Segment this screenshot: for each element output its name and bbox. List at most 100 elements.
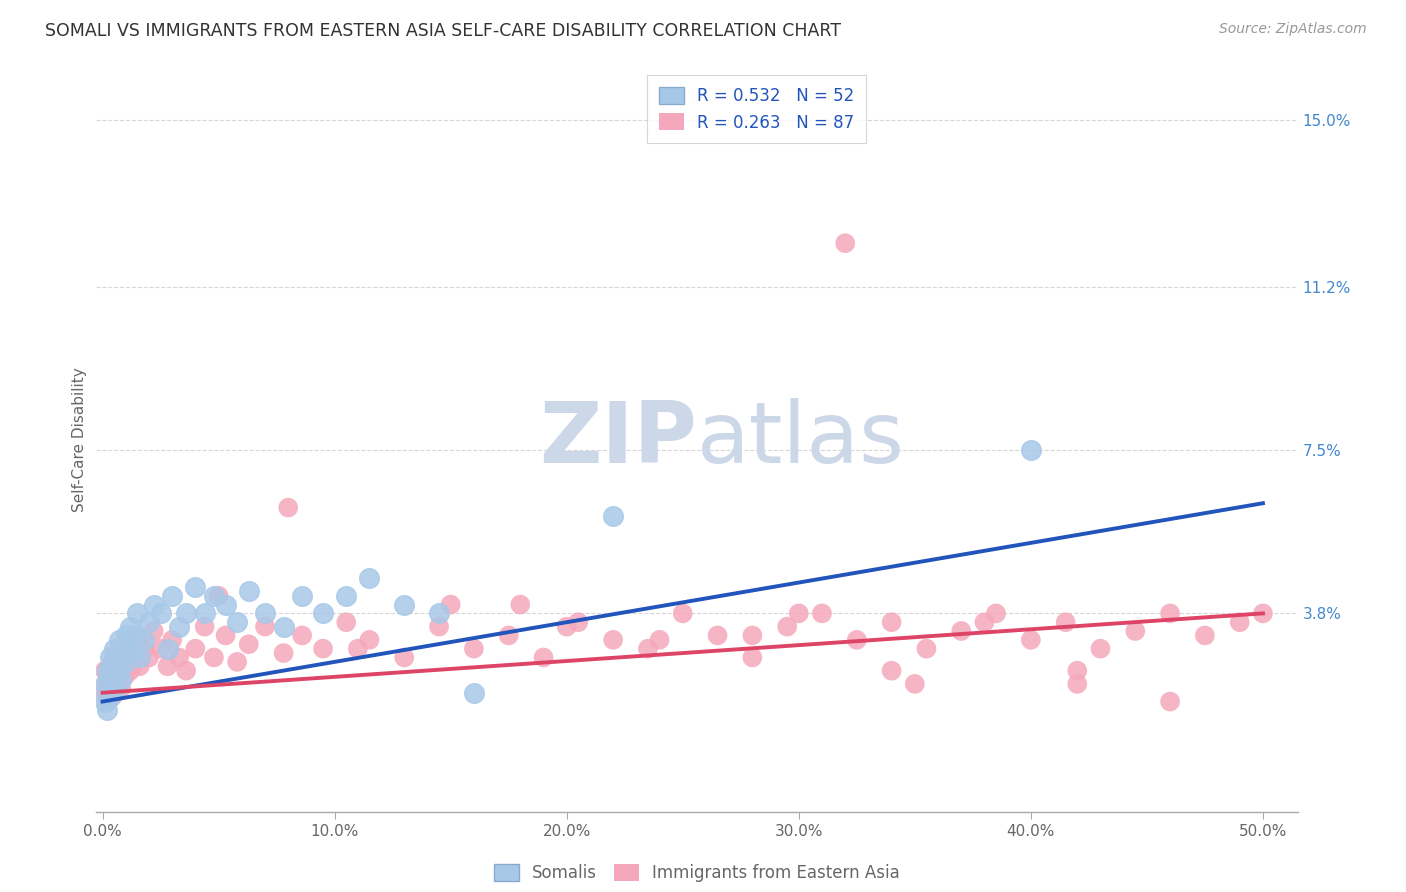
Point (880, 615, 903, 630)
Point (108, 673, 131, 687)
Point (533, 650, 555, 665)
Point (207, 589, 229, 603)
Point (214, 628, 236, 642)
Point (108, 632, 131, 647)
Point (238, 637, 260, 651)
Point (134, 641, 156, 656)
Point (114, 655, 136, 669)
Point (394, 650, 416, 665)
Point (98, 650, 121, 665)
Point (273, 646, 295, 660)
Point (950, 624, 973, 638)
Point (94, 694, 117, 708)
Point (94, 677, 117, 691)
Point (672, 607, 695, 621)
Y-axis label: Self-Care Disability: Self-Care Disability (72, 367, 87, 512)
Point (238, 584, 260, 599)
Point (1066, 664, 1088, 678)
Point (312, 641, 335, 656)
Point (194, 619, 217, 633)
Point (1066, 677, 1088, 691)
Point (915, 641, 938, 656)
Point (273, 619, 295, 633)
Point (101, 677, 124, 691)
Point (124, 628, 146, 642)
Point (509, 598, 531, 612)
Point (117, 637, 139, 651)
Point (120, 664, 142, 678)
Point (787, 607, 810, 621)
Point (463, 686, 485, 700)
Point (128, 659, 150, 673)
Point (174, 664, 197, 678)
Point (555, 619, 578, 633)
Point (440, 598, 463, 612)
Text: ZIP: ZIP (538, 398, 697, 481)
Point (184, 580, 207, 594)
Point (277, 500, 299, 515)
Point (98, 690, 121, 705)
Point (567, 615, 589, 630)
Point (110, 673, 132, 687)
Point (202, 589, 225, 603)
Point (359, 571, 381, 585)
Point (1159, 607, 1181, 621)
Point (1123, 624, 1146, 638)
Point (394, 598, 416, 612)
Point (194, 607, 217, 621)
Point (1194, 628, 1216, 642)
Text: Source: ZipAtlas.com: Source: ZipAtlas.com (1219, 22, 1367, 37)
Point (110, 681, 132, 696)
Point (114, 668, 136, 682)
Point (880, 664, 903, 678)
Point (134, 632, 156, 647)
Point (706, 628, 728, 642)
Point (112, 650, 135, 665)
Point (167, 619, 190, 633)
Point (984, 607, 1007, 621)
Point (98, 673, 121, 687)
Point (156, 641, 179, 656)
Point (427, 619, 450, 633)
Point (776, 619, 799, 633)
Point (174, 607, 197, 621)
Point (103, 641, 125, 656)
Point (1229, 615, 1251, 630)
Point (98, 681, 121, 696)
Point (741, 650, 763, 665)
Point (347, 641, 370, 656)
Point (121, 637, 143, 651)
Point (845, 632, 868, 647)
Point (112, 664, 135, 678)
Point (138, 615, 160, 630)
Point (142, 598, 165, 612)
Point (427, 607, 450, 621)
Point (96, 694, 118, 708)
Point (110, 646, 132, 660)
Point (904, 677, 927, 691)
Point (105, 681, 128, 696)
Point (359, 632, 381, 647)
Point (138, 650, 160, 665)
Point (114, 628, 136, 642)
Point (1054, 615, 1077, 630)
Point (335, 615, 357, 630)
Point (96, 677, 118, 691)
Point (648, 632, 671, 647)
Point (602, 632, 624, 647)
Point (214, 598, 236, 612)
Point (101, 690, 124, 705)
Point (98, 659, 121, 673)
Point (105, 655, 128, 669)
Point (291, 628, 314, 642)
Point (253, 607, 276, 621)
Point (973, 615, 995, 630)
Point (149, 607, 172, 621)
Point (226, 615, 249, 630)
Point (94, 664, 117, 678)
Point (1159, 694, 1181, 708)
Point (184, 641, 207, 656)
Point (127, 607, 149, 621)
Point (335, 589, 357, 603)
Point (602, 509, 624, 524)
